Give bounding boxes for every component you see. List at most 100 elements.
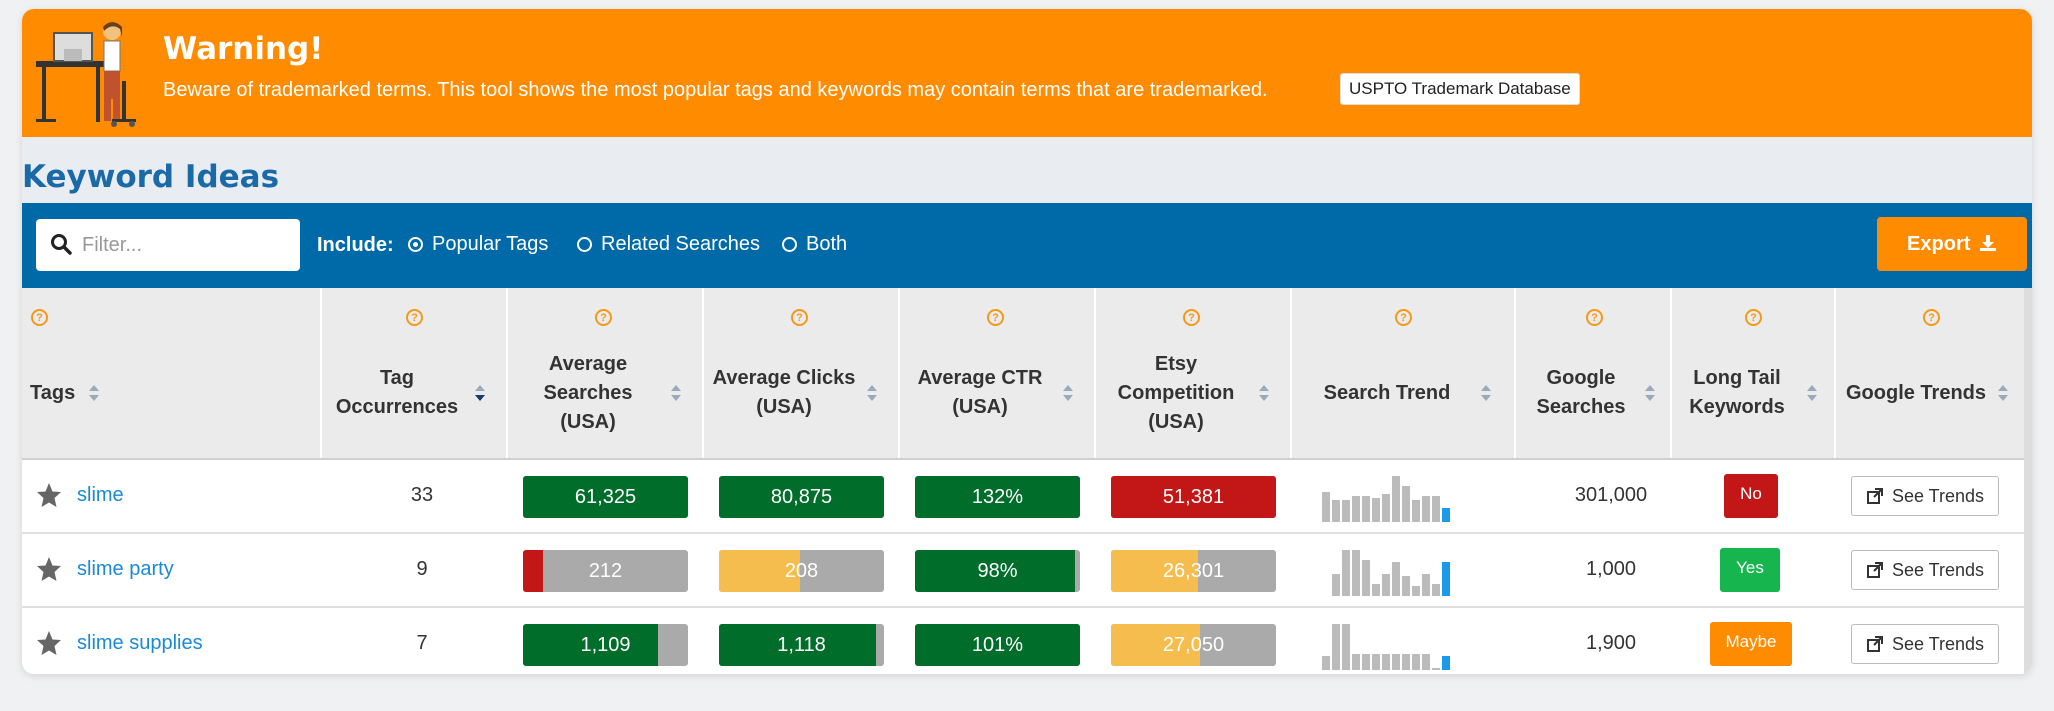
column-header-long-tail-keywords[interactable]: ? Long Tail Keywords (1672, 288, 1836, 458)
export-label: Export (1907, 233, 1971, 255)
radio-label-both: Both (806, 233, 848, 255)
search-trend-sparkline (1322, 624, 1450, 670)
warning-title: Warning! (163, 31, 324, 67)
column-header-google-searches[interactable]: ? Google Searches (1516, 288, 1672, 458)
average-searches-bar: 212 (523, 550, 688, 592)
google-searches-value: 301,000 (1574, 484, 1648, 506)
star-icon[interactable] (36, 482, 62, 508)
column-label: Search Trend (1323, 381, 1451, 404)
sort-icon[interactable] (1062, 384, 1074, 402)
help-icon[interactable]: ? (1183, 309, 1200, 326)
bar-fill (1111, 550, 1199, 592)
radio-unselected-icon (782, 237, 797, 252)
bar-fill (523, 550, 543, 592)
sort-icon[interactable] (1480, 384, 1492, 402)
radio-both[interactable]: Both (782, 233, 847, 256)
average-clicks-bar: 80,875 (719, 476, 884, 518)
radio-popular-tags[interactable]: Popular Tags (408, 233, 548, 256)
export-button[interactable]: Export (1877, 217, 2027, 271)
radio-related-searches[interactable]: Related Searches (577, 233, 760, 256)
external-link-icon (1866, 636, 1883, 652)
help-icon[interactable]: ? (406, 309, 423, 326)
filter-toolbar: Filter... Include: Popular Tags Related … (22, 203, 2032, 288)
column-label: Long Tail Keywords (1689, 367, 1785, 418)
tag-occurrences-value: 33 (410, 484, 434, 506)
see-trends-button[interactable]: See Trends (1851, 624, 1999, 664)
column-header-average-ctr[interactable]: ? Average CTR (USA) (900, 288, 1096, 458)
average-ctr-value: 132% (971, 486, 1024, 508)
sort-icon[interactable] (1644, 384, 1656, 402)
bar-fill (915, 476, 1080, 518)
section-header: Keyword Ideas (22, 137, 2032, 213)
sort-icon[interactable] (670, 384, 682, 402)
bar-fill (1111, 476, 1276, 518)
help-icon[interactable]: ? (791, 309, 808, 326)
column-header-search-trend[interactable]: ? Search Trend (1292, 288, 1516, 458)
see-trends-button[interactable]: See Trends (1851, 550, 1999, 590)
help-icon[interactable]: ? (1745, 309, 1762, 326)
sort-icon[interactable] (866, 384, 878, 402)
warning-banner: Warning! Beware of trademarked terms. Th… (22, 9, 2032, 137)
star-icon[interactable] (36, 630, 62, 656)
sort-icon[interactable] (1258, 384, 1270, 402)
average-ctr-value: 101% (971, 634, 1024, 656)
see-trends-label: See Trends (1891, 559, 1985, 580)
long-tail-badge: Yes (1720, 548, 1780, 592)
sort-icon[interactable] (1997, 384, 2009, 402)
sort-icon[interactable] (88, 384, 100, 402)
bar-fill (523, 476, 688, 518)
tag-link[interactable]: slime party (77, 558, 174, 580)
radio-label-related-searches: Related Searches (601, 233, 760, 255)
average-searches-value: 1,109 (580, 634, 631, 656)
tag-link[interactable]: slime (77, 484, 124, 506)
column-label: Average CTR (USA) (917, 367, 1043, 418)
tag-link[interactable]: slime supplies (77, 632, 203, 654)
bar-fill (719, 550, 800, 592)
column-header-tags[interactable]: ? Tags (22, 288, 322, 458)
help-icon[interactable]: ? (31, 309, 48, 326)
column-header-google-trends[interactable]: ? Google Trends (1836, 288, 2024, 458)
help-icon[interactable]: ? (595, 309, 612, 326)
column-label: Average Clicks (USA) (712, 367, 856, 418)
average-clicks-bar: 1,118 (719, 624, 884, 666)
see-trends-button[interactable]: See Trends (1851, 476, 1999, 516)
etsy-competition-bar: 51,381 (1111, 476, 1276, 518)
help-icon[interactable]: ? (1923, 309, 1940, 326)
column-label: Average Searches (USA) (543, 352, 633, 433)
see-trends-label: See Trends (1891, 633, 1985, 654)
sort-desc-icon[interactable] (474, 384, 486, 402)
bar-fill (523, 624, 659, 666)
table-header: ? Tags ? Tag Occurrences ? Average Searc… (22, 288, 2032, 460)
help-icon[interactable]: ? (987, 309, 1004, 326)
average-clicks-value: 208 (784, 560, 819, 582)
search-trend-sparkline (1332, 550, 1450, 596)
table-row: slime party 9 212 208 98% 26,301 1,000 Y… (22, 534, 2032, 608)
table-scrollbar[interactable] (2024, 288, 2032, 674)
radio-selected-icon (408, 237, 423, 252)
average-ctr-bar: 101% (915, 624, 1080, 666)
external-link-icon (1866, 488, 1883, 504)
radio-unselected-icon (577, 237, 592, 252)
uspto-trademark-link[interactable]: USPTO Trademark Database (1340, 73, 1580, 105)
help-icon[interactable]: ? (1586, 309, 1603, 326)
table-row: slime 33 61,325 80,875 132% 51,381 301,0… (22, 460, 2032, 534)
column-header-etsy-competition[interactable]: ? Etsy Competition (USA) (1096, 288, 1292, 458)
search-icon (51, 234, 72, 255)
column-header-average-searches[interactable]: ? Average Searches (USA) (508, 288, 704, 458)
column-header-tag-occurrences[interactable]: ? Tag Occurrences (322, 288, 508, 458)
etsy-competition-value: 51,381 (1162, 486, 1225, 508)
sort-icon[interactable] (1806, 384, 1818, 402)
star-icon[interactable] (36, 556, 62, 582)
column-header-average-clicks[interactable]: ? Average Clicks (USA) (704, 288, 900, 458)
filter-input[interactable]: Filter... (36, 219, 300, 271)
external-link-icon (1866, 562, 1883, 578)
average-clicks-value: 80,875 (770, 486, 833, 508)
tag-occurrences-value: 7 (416, 632, 428, 654)
filter-placeholder: Filter... (82, 234, 143, 256)
bar-fill (719, 476, 884, 518)
help-icon[interactable]: ? (1395, 309, 1412, 326)
etsy-competition-bar: 27,050 (1111, 624, 1276, 666)
column-label: Etsy Competition (USA) (1117, 352, 1235, 433)
average-clicks-bar: 208 (719, 550, 884, 592)
etsy-competition-value: 26,301 (1162, 560, 1225, 582)
